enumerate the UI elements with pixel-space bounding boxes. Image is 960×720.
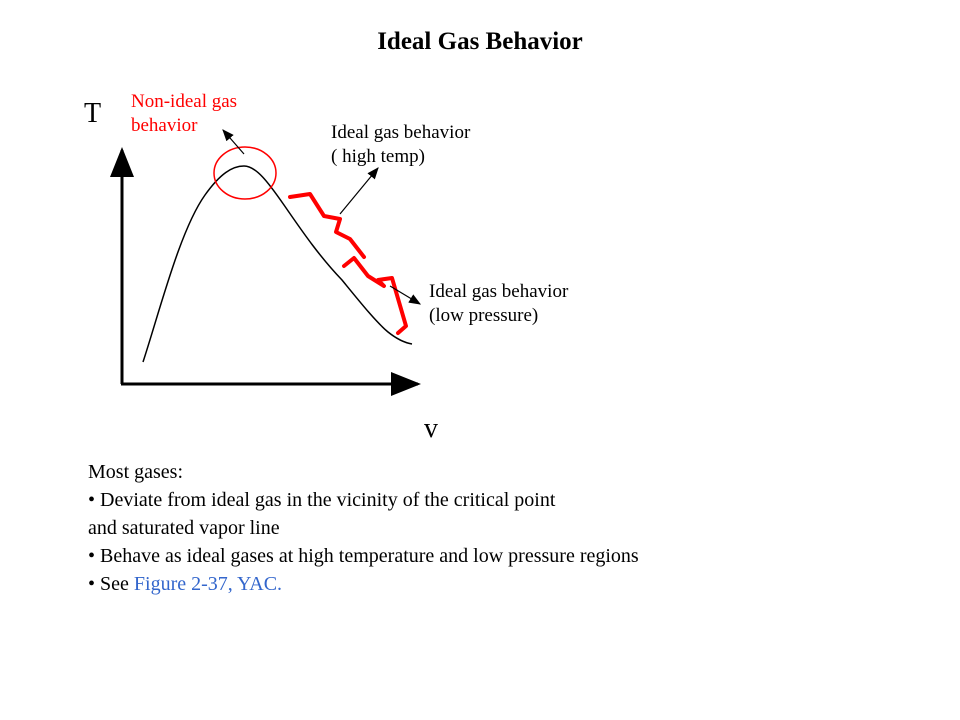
non-ideal-label-line-1: Non-ideal gas — [131, 91, 238, 112]
figure-reference-link[interactable]: Figure 2-37, YAC. — [133, 573, 283, 595]
non-ideal-label-line-2: behavior — [131, 115, 198, 136]
low-pressure-label-line-2: (low pressure) — [429, 305, 539, 326]
high-temp-label: Ideal gas behavior ( high temp) — [331, 121, 470, 169]
page-title: Ideal Gas Behavior — [377, 28, 583, 55]
low-pressure-pointer-arrow — [389, 285, 422, 305]
high-temp-label-line-1: Ideal gas behavior — [331, 122, 471, 143]
low-pressure-label: Ideal gas behavior (low pressure) — [429, 280, 568, 328]
saturation-curve — [142, 165, 413, 363]
low-pressure-brace — [342, 256, 408, 335]
non-ideal-label: Non-ideal gas behavior — [131, 90, 237, 138]
x-axis-label: v — [424, 413, 438, 444]
high-temp-pointer-arrow — [339, 167, 379, 215]
non-ideal-pointer-arrow — [222, 129, 245, 155]
notes-bullet-2: • Behave as ideal gases at high temperat… — [88, 545, 639, 567]
low-pressure-label-line-1: Ideal gas behavior — [429, 281, 569, 302]
high-temp-brace — [288, 192, 366, 259]
notes-bullet-1-line-1: • Deviate from ideal gas in the vicinity… — [88, 489, 556, 511]
notes-heading: Most gases: — [88, 461, 183, 483]
notes-list: Most gases: • Deviate from ideal gas in … — [88, 458, 948, 598]
notes-bullet-1-line-2: and saturated vapor line — [88, 517, 280, 539]
notes-bullet-3-prefix: • See — [88, 573, 134, 595]
high-temp-label-line-2: ( high temp) — [331, 146, 425, 167]
critical-point-circle — [213, 146, 277, 200]
notes-bullet-3: • See Figure 2-37, YAC. — [88, 570, 948, 598]
y-axis-label: T — [84, 98, 102, 129]
